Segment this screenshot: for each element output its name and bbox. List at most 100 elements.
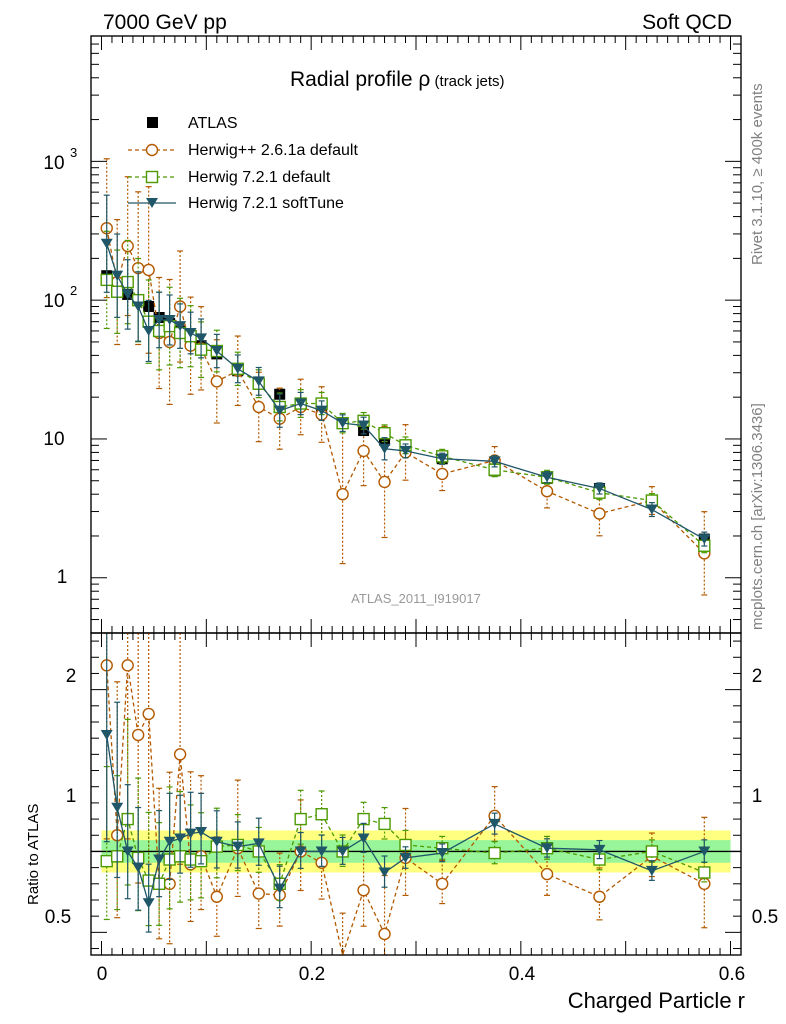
ratio-marker-herwig-7-2-1-default (488, 846, 501, 860)
ratio-y-tick-0-5-right: 0.5 (752, 907, 778, 928)
ratio-marker-herwig-7-2-1-softtune (111, 802, 124, 813)
ratio-marker-herwig-7-2-1-softtune (378, 867, 391, 878)
ratio-marker-herwig-7-2-1-softtune (336, 846, 349, 857)
series-line-herwig-7-2-1-default (106, 279, 705, 547)
ratio-marker-herwig-7-2-1-softtune (142, 898, 155, 909)
marker-herwig-7-2-1-softtune (698, 534, 711, 545)
marker-herwig-7-2-1-softtune (100, 238, 113, 249)
ratio-marker-herwig-7-2-1-default (294, 812, 307, 826)
ratio-marker-herwig-7-2-1-softtune (174, 833, 187, 844)
ratio-marker-herwig-2-6-1a-default (357, 884, 370, 897)
y-tick-label-1: 1 (57, 567, 68, 588)
marker-herwig-2-6-1a-default (336, 487, 349, 501)
ratio-marker-herwig-7-2-1-softtune (231, 841, 244, 852)
ratio-marker-herwig-7-2-1-default (378, 817, 391, 831)
marker-herwig-2-6-1a-default (436, 467, 449, 481)
marker-herwig-7-2-1-softtune (142, 325, 155, 336)
x-tick-label-0-4: 0.4 (509, 964, 536, 985)
marker-herwig-2-6-1a-default (210, 375, 224, 388)
marker-herwig-7-2-1-softtune (153, 314, 166, 325)
ratio-marker-herwig-2-6-1a-default (593, 890, 606, 903)
marker-herwig-7-2-1-softtune (336, 418, 349, 429)
ratio-marker-herwig-7-2-1-softtune (121, 846, 134, 857)
ratio-marker-herwig-7-2-1-softtune (315, 846, 328, 857)
y-tick-label-10: 10 (43, 429, 64, 450)
mcplots-label: mcplots.cern.ch [arXiv:1306.3436] (749, 403, 766, 630)
ratio-y-tick-0-5: 0.5 (45, 907, 71, 928)
ratio-panel (90, 632, 742, 958)
marker-herwig-7-2-1-softtune (210, 346, 223, 357)
marker-herwig-2-6-1a-default (593, 507, 606, 520)
y-tick-label-1000-exp: 3 (70, 145, 77, 160)
ratio-panel-border (90, 632, 742, 956)
header-left-label: 7000 GeV pp (103, 11, 227, 34)
marker-herwig-7-2-1-softtune (252, 376, 265, 387)
marker-herwig-7-2-1-softtune (541, 472, 554, 483)
marker-herwig-7-2-1-softtune (399, 445, 412, 456)
ratio-y-tick-1-right: 1 (752, 786, 763, 807)
ratio-marker-herwig-7-2-1-softtune (488, 818, 501, 829)
ratio-marker-herwig-7-2-1-softtune (195, 827, 208, 838)
ratio-marker-herwig-2-6-1a-default (540, 867, 554, 881)
ratio-marker-herwig-7-2-1-softtune (184, 828, 197, 839)
marker-herwig-7-2-1-softtune (273, 405, 286, 416)
ratio-marker-herwig-2-6-1a-default (252, 887, 265, 900)
marker-herwig-7-2-1-softtune (645, 504, 658, 515)
ratio-y-tick-2-right: 2 (752, 666, 763, 687)
ratio-marker-herwig-2-6-1a-default (436, 877, 449, 891)
y-tick-label-1000-base: 10 (43, 153, 64, 174)
ratio-marker-herwig-7-2-1-softtune (294, 846, 307, 857)
ratio-marker-herwig-7-2-1-softtune (210, 836, 223, 847)
x-tick-label-0: 0 (97, 964, 108, 985)
ratio-marker-herwig-7-2-1-softtune (645, 865, 658, 876)
ratio-marker-herwig-7-2-1-softtune (357, 833, 370, 844)
ratio-y-axis-label: Ratio to ATLAS (25, 804, 42, 905)
header-right-label: Soft QCD (642, 11, 732, 34)
legend-herwig721-marker (145, 170, 159, 184)
legend-softtune-marker (146, 198, 158, 208)
marker-herwig-7-2-1-softtune (357, 420, 370, 431)
ratio-marker-herwig-7-2-1-softtune (698, 846, 711, 857)
ratio-line-herwig-7-2-1-softtune (106, 734, 705, 906)
ratio-marker-herwig-7-2-1-softtune (252, 838, 265, 849)
marker-herwig-7-2-1-softtune (132, 301, 145, 312)
marker-herwig-2-6-1a-default (142, 263, 155, 277)
y-tick-label-1000: 10 3 (43, 145, 77, 174)
series-line-herwig-7-2-1-softtune (106, 243, 705, 540)
marker-herwig-7-2-1-softtune (163, 314, 176, 325)
ratio-panel-frame (90, 632, 742, 956)
ratio-line-herwig-7-2-1-default (106, 813, 705, 886)
marker-herwig-2-6-1a-default (378, 475, 391, 489)
ratio-marker-herwig-7-2-1-softtune (163, 836, 176, 847)
marker-herwig-2-6-1a-default (357, 444, 370, 458)
marker-herwig-7-2-1-softtune (231, 363, 244, 374)
legend: ATLAS Herwig++ 2.6.1a default Herwig 7.2… (128, 115, 358, 212)
ratio-marker-herwig-7-2-1-softtune (153, 854, 166, 865)
y-tick-label-100-base: 10 (43, 291, 64, 312)
marker-herwig-7-2-1-softtune (593, 483, 606, 494)
legend-atlas-marker (147, 117, 158, 128)
rivet-version-label: Rivet 3.1.10, ≥ 400k events (749, 83, 766, 265)
main-title: Radial profile ρ (track jets) (290, 68, 505, 91)
ratio-marker-herwig-7-2-1-softtune (541, 843, 554, 854)
marker-herwig-7-2-1-softtune (378, 443, 391, 454)
ratio-line-herwig-2-6-1a-default (106, 665, 705, 958)
ratio-marker-herwig-7-2-1-softtune (273, 883, 286, 894)
ratio-marker-herwig-2-6-1a-default (142, 707, 155, 721)
ratio-marker-herwig-7-2-1-default (100, 854, 113, 868)
analysis-label: ATLAS_2011_I919017 (351, 591, 481, 606)
marker-herwig-7-2-1-softtune (294, 398, 307, 409)
x-tick-label-0-6: 0.6 (719, 964, 745, 985)
legend-softtune-label: Herwig 7.2.1 softTune (188, 195, 344, 212)
marker-herwig-7-2-1-softtune (436, 453, 449, 464)
marker-herwig-7-2-1-softtune (174, 321, 187, 332)
ratio-marker-herwig-2-6-1a-default (173, 748, 187, 761)
ratio-marker-herwig-7-2-1-softtune (100, 729, 113, 740)
legend-atlas-label: ATLAS (188, 115, 238, 132)
ratio-marker-herwig-2-6-1a-default (121, 659, 134, 672)
legend-herwig721-label: Herwig 7.2.1 default (188, 169, 331, 186)
marker-herwig-2-6-1a-default (252, 400, 265, 414)
ratio-marker-herwig-2-6-1a-default (210, 890, 224, 903)
ratio-marker-herwig-2-6-1a-default (131, 728, 145, 742)
